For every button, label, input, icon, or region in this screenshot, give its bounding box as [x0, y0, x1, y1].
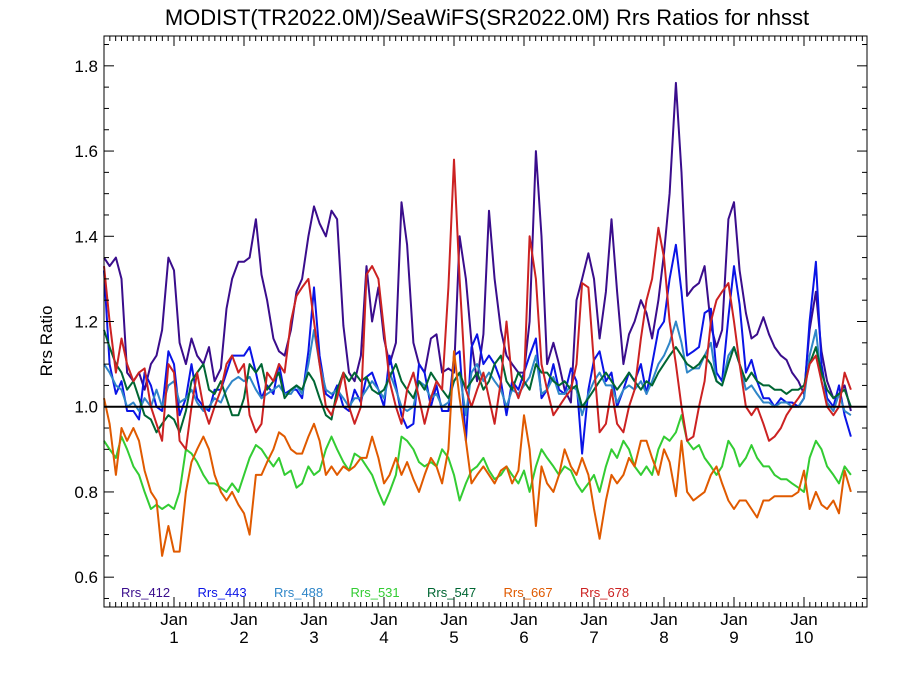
y-tick-label: 0.6 [74, 568, 98, 587]
y-tick-label: 1.6 [74, 142, 98, 161]
x-tick-label-year: 10 [795, 628, 814, 647]
legend: Rrs_412 Rrs_443 Rrs_488 Rrs_531 Rrs_547 Rrs_6… [121, 585, 629, 600]
y-tick-label: 1.2 [74, 313, 98, 332]
chart-title: MODIST(TR2022.0M)/SeaWiFS(SR2022.0M) Rrs… [165, 5, 809, 30]
x-tick-label-month: Jan [580, 610, 607, 629]
series-line-rrs-547 [103, 329, 852, 434]
x-tick-label-year: 8 [659, 628, 668, 647]
x-tick-label-month: Jan [790, 610, 817, 629]
x-tick-label-month: Jan [510, 610, 537, 629]
y-axis-label: Rrs Ratio [37, 306, 56, 377]
y-tick-label: 0.8 [74, 483, 98, 502]
series-line-rrs-488 [103, 320, 852, 417]
x-tick-label-year: 3 [309, 628, 318, 647]
legend-entry-rrs-678: Rrs_678 [580, 585, 629, 600]
x-tick-label-month: Jan [370, 610, 397, 629]
series-line-rrs-667 [103, 350, 852, 557]
x-tick-label-year: 2 [239, 628, 248, 647]
x-tick-label-year: 1 [169, 628, 178, 647]
series-line-rrs-678 [103, 158, 852, 451]
legend-entry-rrs-443: Rrs_443 [198, 585, 247, 600]
y-tick-label: 1.8 [74, 57, 98, 76]
y-tick-label: 1.0 [74, 398, 98, 417]
legend-entry-rrs-412: Rrs_412 [121, 585, 170, 600]
plot-area [103, 35, 868, 608]
x-tick-label-year: 9 [729, 628, 738, 647]
y-tick-label: 1.4 [74, 227, 98, 246]
x-tick-label-month: Jan [300, 610, 327, 629]
y-tick-labels: 0.6 0.8 1.0 1.2 1.4 1.6 1.8 [74, 57, 98, 587]
series-line-rrs-531 [103, 414, 852, 510]
legend-entry-rrs-531: Rrs_531 [351, 585, 400, 600]
series-layer [103, 81, 852, 557]
series-line-rrs-412 [103, 81, 852, 412]
x-tick-label-month: Jan [230, 610, 257, 629]
x-tick-label-year: 7 [589, 628, 598, 647]
x-tick-label-month: Jan [650, 610, 677, 629]
x-tick-label-year: 5 [449, 628, 458, 647]
x-tick-label-month: Jan [720, 610, 747, 629]
x-tick-label-year: 4 [379, 628, 388, 647]
tick-layer [104, 36, 867, 607]
legend-entry-rrs-488: Rrs_488 [274, 585, 323, 600]
x-tick-label-year: 6 [519, 628, 528, 647]
series-line-rrs-443 [103, 243, 852, 455]
legend-entry-rrs-667: Rrs_667 [504, 585, 553, 600]
x-tick-labels: Jan1Jan2Jan3Jan4Jan5Jan6Jan7Jan8Jan9Jan1… [160, 610, 817, 647]
x-tick-label-month: Jan [440, 610, 467, 629]
x-tick-label-month: Jan [160, 610, 187, 629]
legend-entry-rrs-547: Rrs_547 [427, 585, 476, 600]
